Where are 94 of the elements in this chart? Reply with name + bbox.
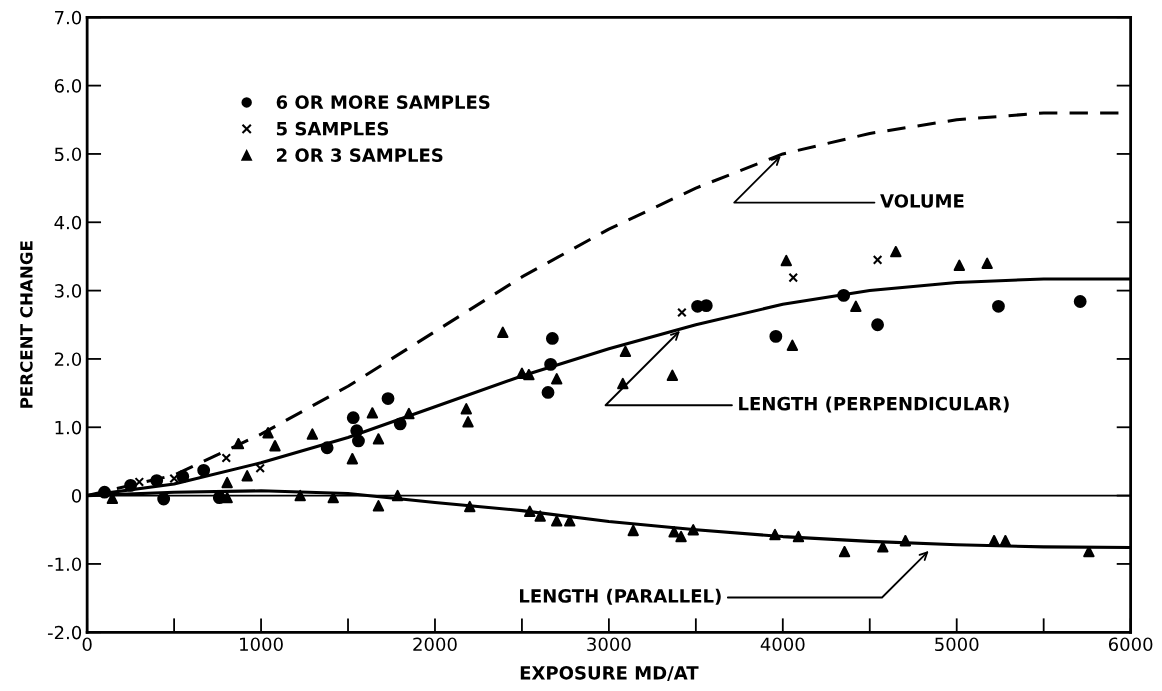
point bbox=[981, 257, 993, 269]
y-tick-label: 4.0 bbox=[54, 215, 82, 230]
point bbox=[460, 403, 472, 415]
point bbox=[464, 500, 476, 513]
point bbox=[306, 428, 319, 440]
point bbox=[346, 411, 360, 425]
point bbox=[871, 318, 884, 332]
x-tick-label: 1000 bbox=[240, 637, 283, 652]
point bbox=[524, 505, 536, 518]
point bbox=[769, 329, 783, 343]
point bbox=[350, 424, 364, 438]
point bbox=[346, 453, 359, 465]
point bbox=[352, 434, 365, 448]
x-tick-label: 2000 bbox=[413, 637, 457, 652]
point bbox=[241, 470, 253, 482]
point bbox=[372, 433, 385, 445]
x-tick-label: 4000 bbox=[760, 637, 805, 652]
point bbox=[687, 524, 699, 536]
point bbox=[294, 489, 306, 502]
point bbox=[320, 441, 334, 455]
point bbox=[523, 368, 535, 381]
y-tick-label: 3.0 bbox=[54, 284, 82, 298]
y-tick-label: -1.0 bbox=[47, 557, 82, 572]
legend-label: 2 OR 3 SAMPLES bbox=[276, 148, 443, 162]
point bbox=[124, 478, 138, 492]
point bbox=[675, 530, 687, 543]
annotation: LENGTH (PARALLEL) bbox=[520, 588, 721, 605]
point bbox=[769, 528, 781, 541]
y-tick-label: 0 bbox=[71, 489, 82, 503]
point bbox=[544, 357, 558, 371]
point bbox=[699, 299, 713, 313]
y-tick-label: 2.0 bbox=[54, 352, 82, 367]
point bbox=[666, 369, 679, 382]
point bbox=[497, 326, 509, 338]
point bbox=[98, 485, 111, 499]
point bbox=[551, 373, 563, 385]
y-tick-label: 6.0 bbox=[54, 79, 82, 93]
point bbox=[668, 526, 680, 538]
point bbox=[262, 427, 274, 439]
point bbox=[788, 272, 799, 283]
x-tick-label: 3000 bbox=[587, 637, 631, 652]
point bbox=[899, 535, 912, 547]
point bbox=[545, 332, 559, 345]
legend-label: 6 OR MORE SAMPLES bbox=[276, 95, 490, 109]
point bbox=[157, 492, 171, 506]
point bbox=[269, 440, 281, 452]
point bbox=[197, 463, 211, 477]
point bbox=[619, 345, 632, 358]
point bbox=[838, 545, 851, 558]
point bbox=[366, 407, 379, 419]
point bbox=[232, 437, 245, 450]
x-tick-label: 5000 bbox=[935, 637, 979, 652]
x-tick-label: 0 bbox=[82, 637, 92, 652]
point bbox=[677, 307, 687, 318]
point bbox=[255, 463, 266, 474]
y-tick-label: 7.0 bbox=[55, 10, 82, 25]
point bbox=[872, 255, 883, 265]
annotation: LENGTH (PERPENDICULAR) bbox=[739, 396, 1009, 413]
point bbox=[1073, 295, 1087, 308]
legend-label: 5 SAMPLES bbox=[276, 121, 389, 136]
point bbox=[850, 300, 862, 313]
point bbox=[403, 407, 415, 420]
point bbox=[564, 515, 576, 527]
y-tick-label: -2.0 bbox=[47, 625, 82, 640]
point bbox=[551, 515, 563, 527]
point bbox=[541, 386, 555, 399]
point bbox=[221, 491, 233, 504]
y-axis-title: PERCENT CHANGE bbox=[20, 241, 33, 408]
point bbox=[627, 524, 639, 537]
x-axis-title: EXPOSURE MD/AT bbox=[520, 666, 699, 682]
point bbox=[992, 299, 1005, 313]
annotation: VOLUME bbox=[880, 194, 964, 208]
point bbox=[462, 416, 474, 428]
point bbox=[176, 470, 190, 483]
y-tick-label: 1.0 bbox=[55, 420, 82, 435]
y-tick-label: 5.0 bbox=[54, 147, 82, 162]
point bbox=[953, 259, 966, 272]
point bbox=[134, 477, 145, 487]
point bbox=[150, 474, 164, 487]
point bbox=[617, 377, 629, 390]
point bbox=[792, 530, 805, 543]
point bbox=[169, 473, 179, 484]
point bbox=[372, 500, 385, 512]
point bbox=[837, 288, 851, 302]
point bbox=[786, 339, 799, 351]
point bbox=[381, 392, 395, 405]
point bbox=[393, 417, 407, 431]
point bbox=[391, 489, 404, 502]
point bbox=[221, 476, 233, 489]
point bbox=[534, 510, 546, 522]
point bbox=[780, 254, 792, 267]
x-tick-label: 6000 bbox=[1108, 637, 1153, 652]
point bbox=[221, 453, 232, 463]
point bbox=[890, 245, 902, 258]
